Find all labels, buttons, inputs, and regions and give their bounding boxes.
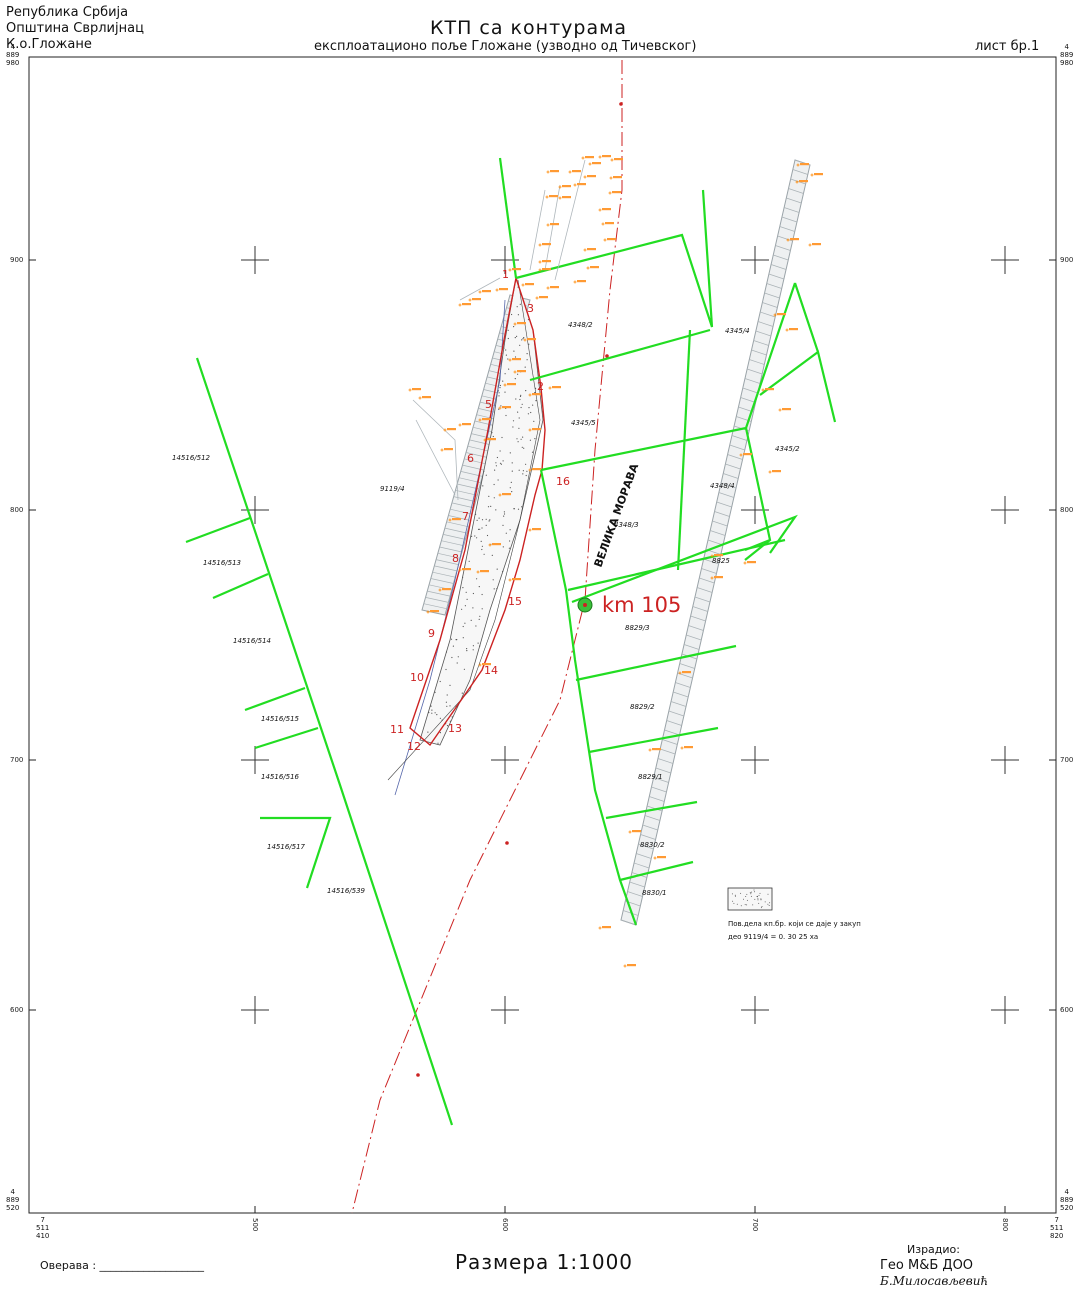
parcel-label: 14516/516	[261, 773, 300, 781]
coord-right-bottom: 4 889 520	[1060, 1188, 1074, 1212]
coord-right-top: 4 889 980	[1060, 43, 1074, 67]
parcel-label: 14516/539	[327, 887, 366, 895]
parcel-label: 4348/4	[710, 482, 735, 490]
inner-line-right	[387, 279, 541, 781]
legend-swatch	[727, 887, 773, 911]
parcel-labels: 4348/2 4345/4 4345/5 4345/2 4348/4 4348/…	[172, 321, 800, 897]
point-label: 16	[556, 475, 570, 488]
point-label: 8	[452, 552, 459, 565]
point-label: 1	[502, 268, 509, 281]
x-tick-600: 600	[501, 1218, 509, 1231]
parcel-label: 14516/513	[203, 559, 241, 567]
parcel-label: 4348/3	[614, 521, 639, 529]
legend-text-2: део 9119/4 = 0. 30 25 ха	[728, 933, 818, 941]
km-label: km 105	[602, 593, 681, 617]
sheet-number: лист бр.1	[975, 39, 1040, 54]
header-republic: Републикa Србија	[6, 5, 129, 20]
parcel-label: 8825	[712, 557, 730, 565]
coord-bottom-right: 7 511 820	[1050, 1216, 1064, 1240]
point-label: 15	[508, 595, 522, 608]
y-tick-left-900: 900	[10, 256, 23, 264]
verification-line: Оверава : ___________________	[40, 1259, 205, 1272]
x-tick-700: 700	[751, 1218, 759, 1231]
y-tick-right-600: 600	[1060, 1006, 1073, 1014]
point-label: 9	[428, 627, 435, 640]
parcel-label: 8830/1	[642, 889, 667, 897]
parcel-label: 4345/4	[725, 327, 750, 335]
coord-left-top: 4 889 980	[6, 43, 20, 67]
point-label: 3	[527, 302, 534, 315]
river-axis	[351, 60, 623, 1214]
y-tick-right-800: 800	[1060, 506, 1073, 514]
point-label: 6	[467, 452, 474, 465]
boundary-point-labels: 1 2 3 5 6 7 8 9 10 11 12 13 14 15 16	[390, 268, 570, 753]
coord-left-bottom: 4 889 520	[6, 1188, 20, 1212]
map-title: КТП са контурама	[430, 17, 628, 39]
parcel-label: 4345/5	[571, 419, 596, 427]
leased-area-dots	[427, 286, 537, 744]
point-label: 7	[462, 510, 469, 523]
parcel-label: 8830/2	[640, 841, 665, 849]
map-frame	[28, 56, 1057, 1214]
company-name: Гео М&Б ДОО	[880, 1258, 974, 1273]
header-cadastral: К.о.Гложане	[6, 37, 92, 52]
frame-ticks	[29, 259, 1056, 1213]
map-subtitle: експлоатационо поље Гложане (узводно од …	[314, 39, 697, 54]
y-tick-left-700: 700	[10, 756, 23, 764]
y-tick-right-900: 900	[1060, 256, 1073, 264]
point-label: 10	[410, 671, 424, 684]
inner-line-left	[394, 299, 506, 796]
point-label: 11	[390, 723, 404, 736]
y-tick-left-600: 600	[10, 1006, 23, 1014]
x-tick-800: 800	[1001, 1218, 1009, 1231]
point-label: 5	[485, 398, 492, 411]
y-tick-left-800: 800	[10, 506, 23, 514]
parcel-lines	[185, 157, 837, 1126]
scale-label: Размера 1:1000	[455, 1250, 634, 1274]
coord-bottom-left: 7 511 410	[36, 1216, 50, 1240]
parcel-label: 8829/3	[625, 624, 650, 632]
parcel-label: 14516/514	[233, 637, 271, 645]
legend-text-1: Пов.дела кп.бр. који се даје у закуп	[728, 920, 861, 928]
point-label: 2	[537, 380, 544, 393]
header-municipality: Општина Сврлијнац	[6, 21, 144, 36]
parcel-label: 8829/1	[638, 773, 663, 781]
river-name: ВЕЛИКА МОРАВА	[592, 461, 642, 569]
parcel-label: 9119/4	[380, 485, 405, 493]
parcel-label: 4348/2	[568, 321, 593, 329]
elevation-points	[408, 155, 823, 968]
parcel-label: 14516/515	[261, 715, 300, 723]
point-label: 13	[448, 722, 462, 735]
point-label: 12	[407, 740, 421, 753]
parcel-label: 14516/517	[267, 843, 306, 851]
parcel-label: 4345/2	[775, 445, 800, 453]
point-label: 14	[484, 664, 498, 677]
y-tick-right-700: 700	[1060, 756, 1073, 764]
leased-area	[419, 277, 544, 746]
boundary-polygon	[409, 275, 546, 747]
signature: Б.Милосављевић	[880, 1274, 989, 1288]
parcel-label: 14516/512	[172, 454, 211, 462]
made-by-label: Израдио:	[907, 1243, 960, 1256]
parcel-label: 8829/2	[630, 703, 655, 711]
x-tick-500: 500	[251, 1218, 259, 1231]
